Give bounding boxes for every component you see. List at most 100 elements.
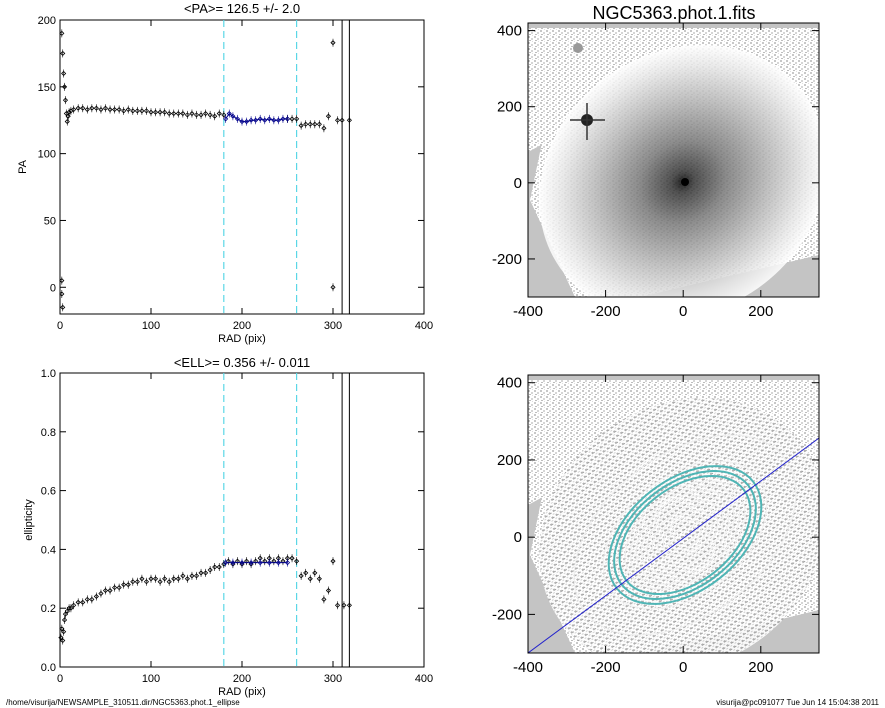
x-tick-label: 300: [324, 673, 342, 685]
data-point: [284, 560, 291, 566]
data-point: [184, 112, 190, 118]
data-point: [266, 555, 272, 561]
data-point: [143, 108, 150, 114]
data-point: [230, 560, 236, 566]
data-point: [266, 116, 272, 122]
pa-xlabel: RAD (pix): [218, 333, 266, 345]
data-point: [93, 593, 99, 600]
ell-ylabel: ellipticity: [23, 499, 35, 541]
data-point: [116, 106, 122, 113]
data-point: [253, 117, 259, 123]
data-point: [294, 116, 300, 122]
data-point: [230, 113, 236, 119]
isophote-image-panel: -400 -200 0 200 -200 0 200 400: [492, 374, 820, 676]
image-x-tick-label: -400: [513, 659, 543, 676]
data-point: [59, 278, 65, 284]
x-tick-label: 400: [415, 320, 433, 332]
data-point: [275, 555, 281, 561]
data-point: [184, 576, 190, 582]
isophote-ellipse: [607, 465, 763, 605]
footer-path: /home/visurija/NEWSAMPLE_310511.dir/NGC5…: [6, 698, 240, 707]
data-point: [275, 117, 281, 123]
data-point: [341, 602, 347, 608]
data-point: [203, 110, 209, 117]
y-tick-label: 0.6: [41, 486, 56, 498]
data-point: [80, 105, 86, 111]
y-tick-label: 0.2: [41, 603, 56, 615]
isophote-ellipse: [651, 505, 719, 565]
pa-title: <PA>= 126.5 +/- 2.0: [184, 1, 300, 16]
x-tick-label: 100: [142, 320, 160, 332]
data-point: [294, 558, 300, 564]
outer-isophote: [573, 434, 797, 636]
data-point: [298, 573, 304, 579]
image-x-tick-label: 0: [679, 659, 687, 676]
ell-xlabel: RAD (pix): [218, 686, 266, 698]
image-x-tick-label: 200: [748, 659, 773, 676]
data-point: [116, 585, 122, 591]
data-point: [248, 560, 254, 566]
image-y-tick-label: -200: [492, 606, 522, 623]
data-point: [221, 112, 227, 118]
data-point: [234, 116, 241, 122]
data-point: [330, 284, 336, 290]
data-point: [316, 576, 322, 582]
data-point: [223, 116, 229, 122]
y-tick-label: 200: [38, 15, 56, 27]
data-point: [321, 125, 327, 131]
data-point: [162, 576, 168, 582]
pa-profile-panel: <PA>= 126.5 +/- 2.0 0 100 200 300 400 0 50 100 1…: [17, 1, 433, 345]
data-point: [239, 560, 245, 566]
data-point: [226, 110, 232, 117]
image-y-tick-label: 400: [497, 23, 522, 40]
image-y-tick-label: 200: [497, 99, 522, 116]
data-point: [139, 576, 145, 582]
ell-plot-frame: [59, 372, 425, 668]
data-point: [84, 106, 90, 113]
major-axis-line: [528, 437, 819, 653]
data-point: [60, 637, 66, 644]
data-point: [346, 602, 352, 608]
data-point: [59, 291, 65, 297]
data-point: [303, 570, 309, 576]
y-tick-label: 0.4: [41, 544, 56, 556]
data-point: [257, 116, 263, 122]
image-x-tick-label: 200: [748, 303, 773, 320]
data-point: [157, 579, 163, 585]
isophote-ellipse: [662, 514, 708, 556]
y-tick-label: 0.0: [41, 662, 56, 674]
data-point: [180, 573, 186, 579]
data-point: [216, 564, 222, 570]
data-point: [193, 573, 200, 579]
galaxy-image-panel: NGC5363.phot.1.fits -400 -200 0 200 -200 0 200…: [492, 3, 820, 320]
data-point: [334, 602, 341, 608]
image-frame-top: [527, 22, 820, 298]
data-point: [316, 121, 322, 127]
isophote-ellipses: [573, 434, 797, 636]
data-point: [330, 558, 336, 564]
data-point: [61, 70, 67, 77]
image-y-tick-label: 0: [514, 529, 522, 546]
isophote-ellipse: [602, 460, 768, 610]
x-tick-label: 400: [415, 673, 433, 685]
data-point: [71, 106, 77, 113]
image-x-tick-label: -400: [513, 303, 543, 320]
data-point: [59, 30, 65, 36]
y-tick-label: 100: [38, 149, 56, 161]
y-tick-label: 0.8: [41, 427, 56, 439]
ellipticity-profile-panel: <ELL>= 0.356 +/- 0.011 0 100 200 300 400 0.0 0…: [23, 355, 433, 698]
image-y-tick-label: -200: [492, 251, 522, 268]
y-tick-label: 0: [50, 282, 56, 294]
data-point: [162, 109, 168, 115]
data-point: [298, 123, 304, 129]
galaxy-image: [528, 23, 819, 297]
data-point: [223, 560, 229, 566]
x-tick-label: 300: [324, 320, 342, 332]
data-point: [107, 587, 113, 594]
data-point: [65, 113, 71, 119]
data-point: [60, 304, 66, 310]
data-point: [307, 576, 313, 582]
data-point: [121, 108, 127, 114]
pa-plot-frame: [59, 19, 425, 315]
